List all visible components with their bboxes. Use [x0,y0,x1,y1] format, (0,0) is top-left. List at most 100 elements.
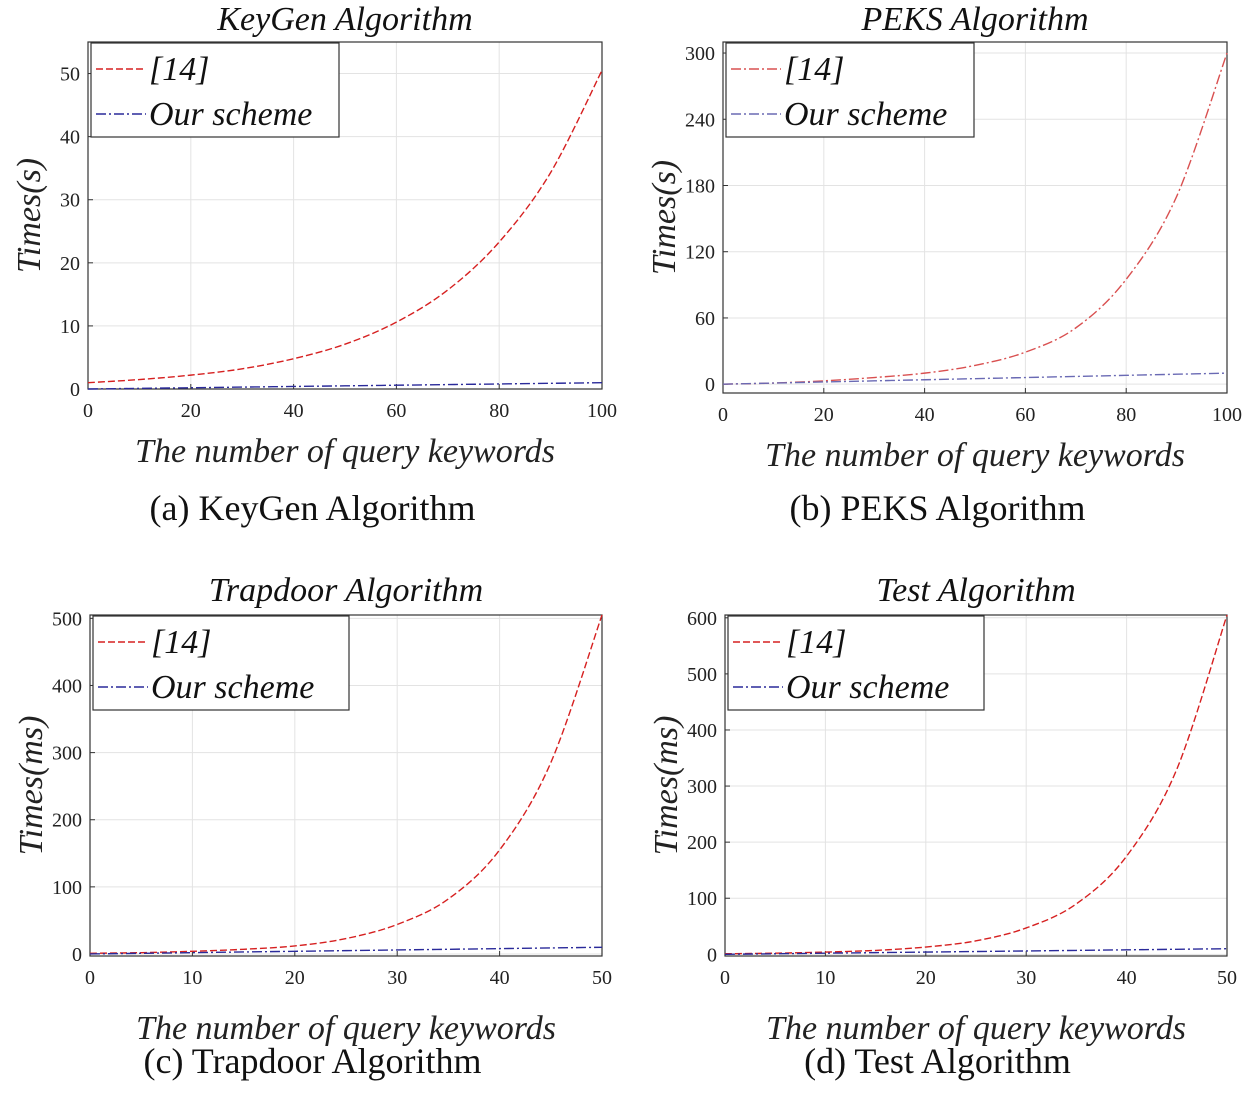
x-tick-label: 20 [814,404,834,426]
chart-caption: (d) Test Algorithm [804,1041,1071,1081]
series-line [724,948,1228,956]
chart-title: KeyGen Algorithm [216,1,472,38]
chart-panel-peks: PEKS Algorithm 0 20 40 60 80 100 0 60 120 180 240 30… [625,0,1250,553]
y-tick-label: 500 [687,664,717,686]
legend-box [725,42,975,138]
x-axis-label: The number of query keywords [135,433,555,470]
series-line [722,52,1228,385]
legend: [14] Our scheme [90,42,340,138]
y-tick-label: 120 [685,242,715,264]
x-tick-label: 0 [83,400,93,422]
y-tick-label: 240 [685,109,715,131]
x-tick-label: 0 [718,404,728,426]
chart-title: Test Algorithm [876,572,1075,609]
legend-entry: Our scheme [149,96,312,133]
y-tick-label: 500 [52,608,82,630]
series-line [89,946,603,955]
y-axis-label: Times(ms) [648,716,685,856]
series-line [724,614,1228,955]
chart-caption: (a) KeyGen Algorithm [149,488,476,528]
x-tick-label: 0 [720,967,730,989]
plot-area-frame [89,614,603,957]
y-tick-label: 400 [52,675,82,697]
x-tick-label: 40 [284,400,304,422]
y-axis-label: Times(s) [11,158,48,273]
chart-panel-trapdoor: Trapdoor Algorithm 0 10 20 30 40 50 0 100 200 300 4… [0,553,625,1106]
chart-title: Trapdoor Algorithm [209,572,483,609]
y-tick-label: 400 [687,720,717,742]
legend-entry: [14] [784,51,844,88]
legend-entry: [14] [149,51,209,88]
x-tick-label: 60 [1015,404,1035,426]
chart-panel-keygen: KeyGen Algorithm 0 20 40 60 80 100 0 10 20 30 40 50 T… [0,0,625,553]
legend-entry: Our scheme [784,96,947,133]
plot-area-frame [724,614,1228,957]
legend-entry: Our scheme [786,669,949,706]
series-group [87,70,603,390]
y-tick-label: 180 [685,175,715,197]
x-tick-label: 40 [1117,967,1137,989]
series-line [722,372,1228,385]
y-tick-label: 50 [60,64,80,86]
y-axis-label: Times(ms) [13,716,50,856]
x-axis-label: The number of query keywords [136,1010,556,1047]
chart-title: PEKS Algorithm [861,1,1089,38]
legend: [14] Our scheme [727,615,985,711]
y-tick-label: 300 [687,776,717,798]
chart-svg-keygen: KeyGen Algorithm 0 20 40 60 80 100 0 10 20 30 40 50 T… [11,1,617,470]
legend-box [90,42,340,138]
x-tick-label: 50 [1217,967,1237,989]
legend-box [92,615,350,711]
y-tick-label: 0 [705,374,715,396]
y-tick-label: 30 [60,190,80,212]
series-line [89,614,603,955]
legend-entry: Our scheme [151,669,314,706]
chart-svg-peks: PEKS Algorithm 0 20 40 60 80 100 0 60 120 180 240 30… [646,1,1242,474]
legend-box [727,615,985,711]
x-tick-label: 40 [915,404,935,426]
x-tick-label: 40 [490,967,510,989]
legend-entry: [14] [151,624,211,661]
x-tick-label: 30 [1016,967,1036,989]
x-axis-label: The number of query keywords [766,1010,1186,1047]
series-group [722,52,1228,385]
y-tick-label: 300 [52,743,82,765]
x-tick-label: 20 [916,967,936,989]
chart-caption: (b) PEKS Algorithm [789,488,1086,528]
x-tick-label: 100 [587,400,617,422]
x-tick-label: 20 [181,400,201,422]
y-tick-label: 200 [52,810,82,832]
y-tick-label: 600 [687,608,717,630]
plot-area-frame [87,41,603,390]
y-tick-label: 300 [685,43,715,65]
x-tick-label: 60 [386,400,406,422]
series-group [724,614,1228,956]
series-line [87,70,603,384]
x-tick-label: 50 [592,967,612,989]
legend: [14] Our scheme [725,42,975,138]
y-tick-label: 40 [60,127,80,149]
y-axis-label: Times(s) [646,160,683,275]
y-tick-label: 10 [60,316,80,338]
series-line [87,381,603,390]
legend: [14] Our scheme [92,615,350,711]
y-tick-label: 0 [72,944,82,966]
y-tick-label: 60 [695,308,715,330]
x-axis-label: The number of query keywords [765,437,1185,474]
plot-area-frame [722,41,1228,394]
x-tick-label: 0 [85,967,95,989]
x-tick-label: 30 [387,967,407,989]
x-tick-label: 80 [1116,404,1136,426]
y-tick-label: 20 [60,253,80,275]
y-tick-label: 200 [687,832,717,854]
y-tick-label: 100 [687,888,717,910]
chart-caption: (c) Trapdoor Algorithm [143,1041,482,1081]
legend-entry: [14] [786,624,846,661]
y-tick-label: 100 [52,877,82,899]
chart-panel-test: Test Algorithm 0 10 20 30 40 50 0 100 200 300 400 50… [625,553,1250,1106]
chart-svg-test: Test Algorithm 0 10 20 30 40 500 100 200 300 400 50… [648,572,1237,1047]
x-tick-label: 10 [815,967,835,989]
series-group [89,614,603,955]
x-tick-label: 80 [489,400,509,422]
